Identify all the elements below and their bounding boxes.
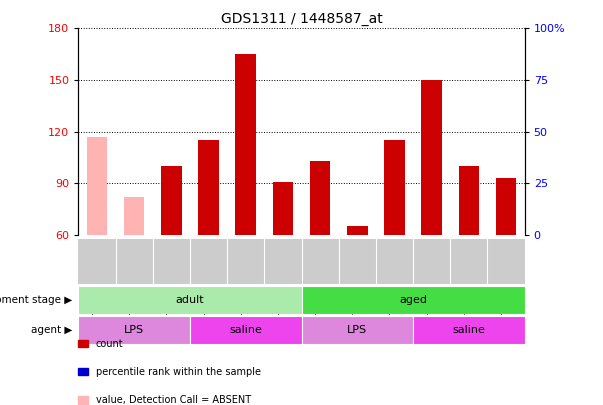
Bar: [124, 197, 144, 235]
Text: LPS: LPS: [124, 325, 144, 335]
Text: saline: saline: [452, 325, 485, 335]
Text: development stage ▶: development stage ▶: [0, 295, 72, 305]
Title: GDS1311 / 1448587_at: GDS1311 / 1448587_at: [221, 12, 382, 26]
Bar: [190, 316, 302, 344]
Bar: [78, 286, 302, 314]
Bar: [273, 181, 293, 235]
Bar: [302, 286, 525, 314]
Text: aged: aged: [399, 295, 427, 305]
Bar: [384, 140, 405, 235]
Bar: [347, 226, 367, 235]
Bar: [421, 80, 442, 235]
Bar: [78, 316, 190, 344]
Legend: count: count: [78, 339, 124, 349]
Bar: [459, 166, 479, 235]
Bar: [198, 140, 219, 235]
Bar: [413, 316, 525, 344]
Text: LPS: LPS: [347, 325, 367, 335]
Bar: [302, 316, 413, 344]
Legend: percentile rank within the sample: percentile rank within the sample: [78, 367, 261, 377]
Bar: [496, 178, 516, 235]
Text: adult: adult: [175, 295, 204, 305]
Bar: [87, 137, 107, 235]
Text: agent ▶: agent ▶: [31, 325, 72, 335]
Legend: value, Detection Call = ABSENT: value, Detection Call = ABSENT: [78, 395, 251, 405]
Bar: [310, 161, 330, 235]
Text: saline: saline: [229, 325, 262, 335]
Bar: [161, 166, 182, 235]
Bar: [236, 54, 256, 235]
